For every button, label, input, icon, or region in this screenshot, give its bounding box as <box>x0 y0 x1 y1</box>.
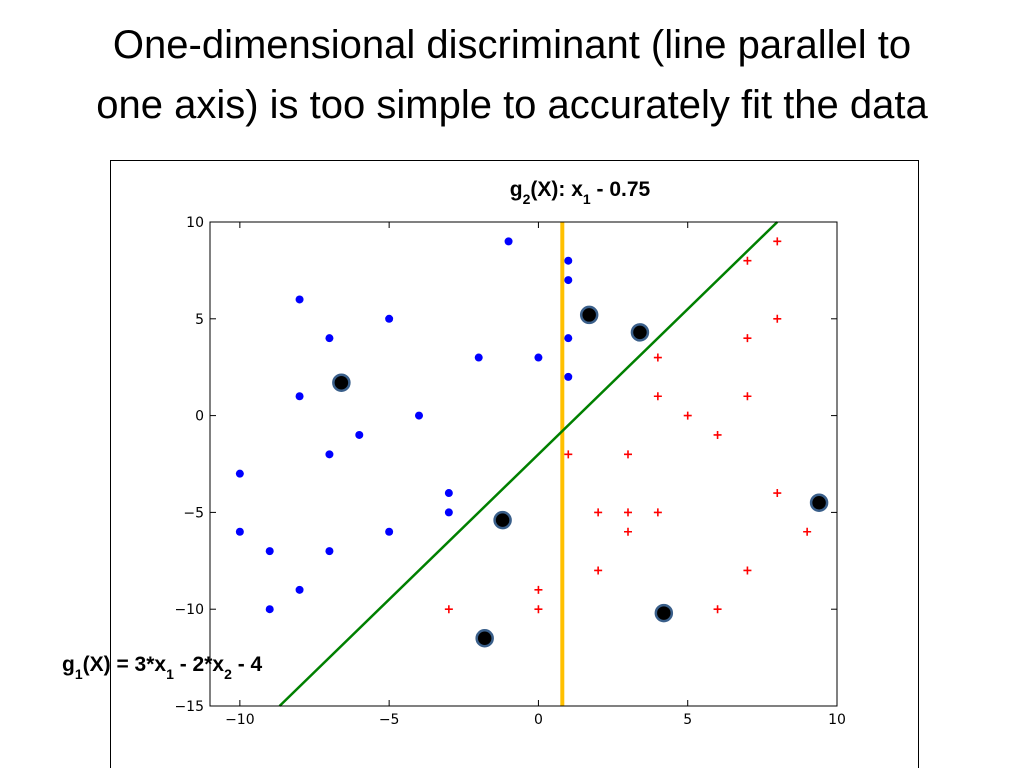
x-tick-label: −5 <box>379 712 400 728</box>
annotation-part: (X) = 3*x <box>83 653 167 676</box>
highlight-point <box>475 628 494 648</box>
red-plus <box>713 605 722 614</box>
annotation-part: 2 <box>224 666 232 682</box>
red-plus <box>624 450 632 459</box>
blue-point <box>235 527 244 536</box>
red-plus <box>653 392 662 401</box>
blue-point <box>564 334 573 343</box>
red-plus <box>534 585 543 594</box>
blue-point <box>474 353 483 362</box>
blue-point <box>504 237 513 246</box>
red-plus <box>624 508 632 517</box>
red-plus <box>594 566 603 575</box>
blue-point <box>235 469 244 478</box>
y-tick-label: 0 <box>195 409 204 425</box>
annotation-part: - 0.75 <box>591 178 651 201</box>
annotation-part: (X): x <box>530 178 583 201</box>
blue-point <box>534 353 543 362</box>
annotation-part: g <box>62 653 75 676</box>
highlight-point <box>630 323 650 342</box>
highlight-point <box>332 373 351 392</box>
x-tick-label: 10 <box>828 712 846 728</box>
figure-frame <box>110 160 919 768</box>
y-tick-label: −10 <box>174 602 204 618</box>
blue-point <box>355 430 364 439</box>
red-plus <box>564 450 573 459</box>
blue-point <box>564 256 573 265</box>
blue-point <box>295 392 304 401</box>
red-plus <box>444 605 453 614</box>
red-plus <box>743 392 752 401</box>
annotation: g1(X) = 3*x1 - 2*x2 - 4 <box>62 653 263 682</box>
y-tick-label: 5 <box>195 312 204 328</box>
red-plus <box>624 527 632 536</box>
red-plus <box>743 256 752 265</box>
x-tick-label: 0 <box>534 712 543 728</box>
blue-point <box>444 508 453 517</box>
blue-point <box>325 450 334 459</box>
annotation-part: - 2*x <box>174 653 225 676</box>
highlight-point <box>493 510 512 530</box>
blue-point <box>295 295 304 304</box>
axes-frame <box>209 221 838 707</box>
blue-point <box>325 547 334 556</box>
blue-point <box>265 605 274 614</box>
red-plus <box>773 314 782 323</box>
blue-point <box>444 489 453 498</box>
red-plus <box>594 508 603 517</box>
annotation-part: g <box>510 178 523 201</box>
annotation-part: - 4 <box>232 653 263 676</box>
red-plus <box>653 353 662 362</box>
highlight-point <box>579 305 599 325</box>
annotation-part: 1 <box>583 191 591 207</box>
title-line: One-dimensional discriminant (line paral… <box>113 23 911 67</box>
y-tick-label: −5 <box>183 505 204 521</box>
annotation: g2(X): x1 - 0.75 <box>510 178 651 207</box>
blue-point <box>564 276 573 285</box>
x-tick-label: −10 <box>225 712 255 728</box>
x-tick-label: 5 <box>683 712 692 728</box>
red-plus <box>773 237 782 246</box>
blue-point <box>564 372 573 381</box>
blue-point <box>415 411 423 420</box>
blue-point <box>265 547 274 556</box>
red-plus <box>683 411 692 420</box>
red-plus <box>743 334 752 343</box>
y-tick-label: 10 <box>186 215 204 231</box>
title-line: one axis) is too simple to accurately fi… <box>96 83 928 127</box>
y-tick-label: −15 <box>174 699 204 715</box>
annotation-part: 2 <box>523 191 531 207</box>
red-plus <box>773 489 782 498</box>
highlight-point <box>809 493 829 512</box>
blue-point <box>325 334 334 343</box>
red-plus <box>713 430 722 439</box>
blue-point <box>385 527 394 536</box>
red-plus <box>534 605 543 614</box>
highlight-point <box>654 603 674 623</box>
red-plus <box>653 508 662 517</box>
boundary-line <box>278 221 779 707</box>
annotation-part: 1 <box>166 666 174 682</box>
red-plus <box>743 566 752 575</box>
blue-point <box>385 314 394 323</box>
red-plus <box>803 527 812 536</box>
annotation-part: 1 <box>75 666 83 682</box>
blue-point <box>295 585 304 594</box>
